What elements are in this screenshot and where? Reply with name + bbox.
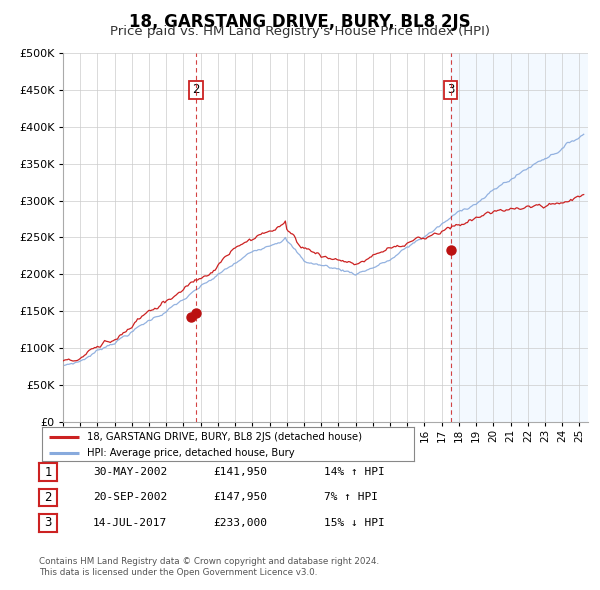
- Bar: [450, 53, 588, 422]
- Text: 2: 2: [192, 83, 200, 97]
- Text: £147,950: £147,950: [213, 493, 267, 502]
- Text: Contains HM Land Registry data © Crown copyright and database right 2024.: Contains HM Land Registry data © Crown c…: [39, 558, 379, 566]
- Text: 18, GARSTANG DRIVE, BURY, BL8 2JS (detached house): 18, GARSTANG DRIVE, BURY, BL8 2JS (detac…: [86, 432, 362, 442]
- Text: 15% ↓ HPI: 15% ↓ HPI: [324, 518, 385, 527]
- Text: 30-MAY-2002: 30-MAY-2002: [93, 467, 167, 477]
- Text: 14-JUL-2017: 14-JUL-2017: [93, 518, 167, 527]
- Text: This data is licensed under the Open Government Licence v3.0.: This data is licensed under the Open Gov…: [39, 568, 317, 577]
- Text: 14% ↑ HPI: 14% ↑ HPI: [324, 467, 385, 477]
- Text: Price paid vs. HM Land Registry's House Price Index (HPI): Price paid vs. HM Land Registry's House …: [110, 25, 490, 38]
- Text: 2: 2: [44, 491, 52, 504]
- Text: 1: 1: [44, 466, 52, 478]
- Text: £141,950: £141,950: [213, 467, 267, 477]
- Text: £233,000: £233,000: [213, 518, 267, 527]
- Text: 18, GARSTANG DRIVE, BURY, BL8 2JS: 18, GARSTANG DRIVE, BURY, BL8 2JS: [129, 13, 471, 31]
- Text: 20-SEP-2002: 20-SEP-2002: [93, 493, 167, 502]
- Text: HPI: Average price, detached house, Bury: HPI: Average price, detached house, Bury: [86, 448, 294, 458]
- Text: 3: 3: [447, 83, 454, 97]
- Text: 7% ↑ HPI: 7% ↑ HPI: [324, 493, 378, 502]
- Text: 3: 3: [44, 516, 52, 529]
